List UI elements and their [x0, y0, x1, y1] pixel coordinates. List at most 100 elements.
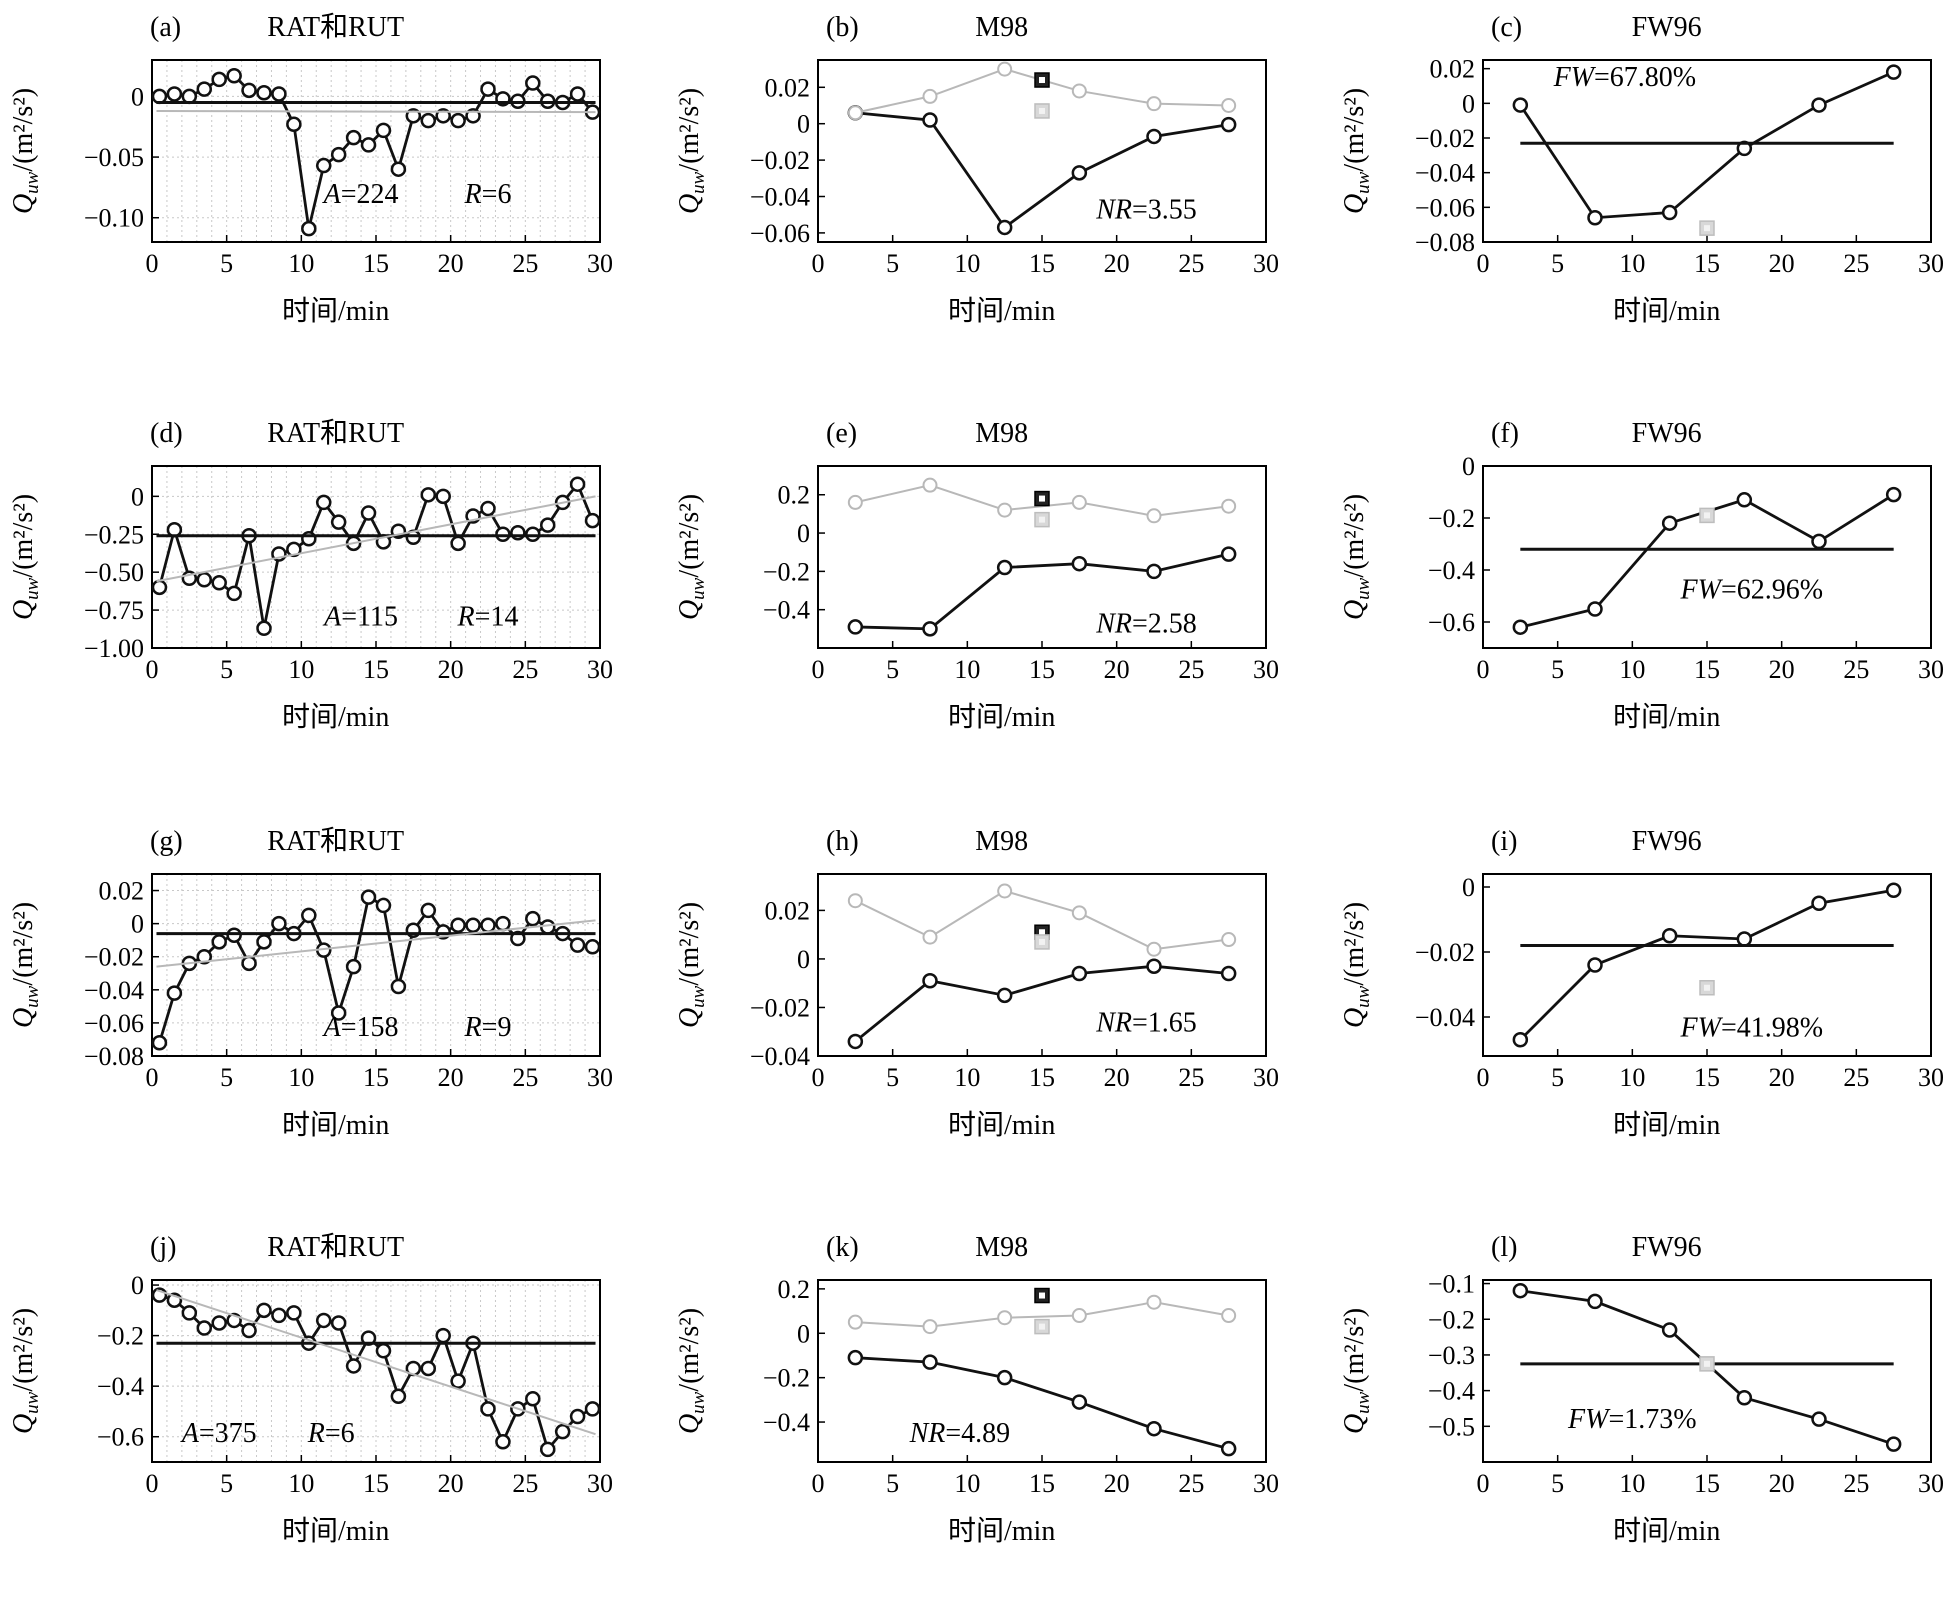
marker-core — [1039, 107, 1045, 114]
y-tick-label: −0.4 — [763, 1408, 810, 1437]
data-point — [360, 505, 377, 521]
y-tick-label: −1.00 — [84, 634, 144, 663]
data-point — [1661, 515, 1678, 531]
y-label-subscript: uw — [22, 577, 43, 600]
x-tick-label: 10 — [1619, 249, 1645, 278]
data-point — [465, 917, 481, 934]
y-tick-label: 0 — [131, 82, 144, 111]
reference-point — [1221, 932, 1237, 948]
x-tick-label: 10 — [954, 1469, 980, 1498]
marker-core — [1039, 516, 1045, 523]
data-point — [1661, 1322, 1678, 1338]
x-axis-label: 时间/min — [282, 701, 389, 733]
data-point — [996, 219, 1013, 236]
annotation-part: =375 — [199, 1418, 257, 1449]
data-point — [525, 75, 541, 91]
data-point — [301, 907, 317, 924]
data-point — [539, 517, 556, 533]
data-point — [1220, 965, 1237, 982]
reference-point — [922, 477, 938, 493]
data-point — [584, 939, 601, 955]
data-point — [569, 937, 586, 953]
y-tick-label: −0.02 — [750, 993, 810, 1022]
data-point — [286, 1305, 302, 1321]
x-tick-label: 0 — [1477, 249, 1490, 278]
annotation-part: =14 — [475, 601, 519, 632]
data-point — [480, 81, 496, 97]
panel-tag: (d) — [150, 418, 183, 449]
x-tick-label: 15 — [1029, 655, 1055, 684]
axes-frame — [817, 1279, 1267, 1463]
y-tick-label: −0.2 — [1428, 504, 1475, 533]
y-tick-label: −0.2 — [97, 1322, 144, 1351]
panel-title: RAT和RUT — [267, 825, 404, 857]
data-point — [1146, 128, 1162, 145]
data-point — [345, 1358, 362, 1374]
reference-point — [1071, 494, 1087, 510]
x-tick-label: 25 — [1843, 1469, 1869, 1498]
data-point — [196, 81, 213, 97]
data-point — [539, 919, 556, 935]
x-tick-label: 25 — [1843, 249, 1869, 278]
x-tick-label: 20 — [1104, 1469, 1130, 1498]
panel-title: M98 — [975, 1232, 1028, 1263]
annotation: R=14 — [457, 601, 519, 632]
panel-tag: (c) — [1491, 12, 1522, 43]
data-point — [256, 1302, 272, 1319]
y-tick-label: 0 — [131, 482, 144, 511]
panel-title: RAT和RUT — [267, 11, 404, 43]
y-axis-label: Quw/(m²/s²) — [1339, 902, 1374, 1028]
x-tick-label: 20 — [438, 655, 464, 684]
data-point — [390, 978, 407, 995]
x-tick-label: 15 — [1029, 249, 1055, 278]
x-tick-label: 30 — [1918, 249, 1944, 278]
data-point — [1220, 116, 1237, 133]
data-point — [922, 112, 938, 128]
data-point — [435, 1327, 451, 1344]
x-tick-label: 0 — [146, 655, 159, 684]
x-axis-label: 时间/min — [948, 295, 1055, 327]
annotation: NR=1.65 — [1095, 1008, 1197, 1039]
data-point — [330, 514, 347, 530]
reference-point — [1146, 1294, 1162, 1310]
data-point — [1811, 97, 1827, 113]
y-axis-label: Quw/(m²/s²) — [8, 494, 43, 620]
reference-point — [847, 893, 863, 909]
annotation: FW=41.98% — [1680, 1013, 1824, 1044]
x-tick-label: 15 — [1694, 1063, 1720, 1092]
chart-panel-3: 0 5 10 15 20 25 30 0 −0.25 −0.50 −0.75 −1.00 (d) RAT和… — [8, 417, 613, 733]
y-axis-label: Quw/(m²/s²) — [674, 88, 709, 214]
y-tick-label: −0.4 — [1428, 1377, 1475, 1406]
panel-title: FW96 — [1632, 1232, 1702, 1263]
x-tick-label: 30 — [587, 1063, 613, 1092]
x-tick-label: 10 — [288, 1063, 314, 1092]
annotation: R=9 — [464, 1012, 512, 1043]
panel-title: FW96 — [1632, 418, 1702, 449]
y-label-subscript: uw — [688, 171, 709, 194]
data-point — [525, 526, 541, 542]
data-point — [1512, 1032, 1529, 1048]
panel-tag: (k) — [826, 1232, 859, 1263]
data-point — [480, 1401, 496, 1417]
grid — [152, 466, 600, 649]
y-tick-label: −0.04 — [1415, 1003, 1475, 1032]
x-tick-label: 30 — [587, 1469, 613, 1498]
y-tick-label: −0.5 — [1428, 1412, 1475, 1441]
x-axis-label: 时间/min — [282, 1109, 389, 1141]
annotation: NR=2.58 — [1095, 609, 1197, 640]
x-tick-label: 25 — [1843, 1063, 1869, 1092]
y-label-unit: /(m²/s²) — [1339, 1308, 1370, 1392]
data-point — [315, 494, 332, 511]
y-label-subscript: uw — [22, 171, 43, 194]
chart-panel-2: 0 5 10 15 20 25 30 0.02 0 −0.02 −0.04 −0.06 −0.08 (c)… — [1339, 12, 1944, 327]
y-tick-label: −0.02 — [750, 146, 810, 175]
annotation-part: =1.73% — [1608, 1404, 1696, 1435]
annotation-part: =224 — [341, 179, 399, 210]
annotation-part: =3.55 — [1132, 194, 1197, 225]
x-tick-label: 20 — [1769, 1469, 1795, 1498]
y-tick-label: −0.05 — [84, 143, 144, 172]
y-label-subscript: uw — [1353, 577, 1374, 600]
data-point — [922, 973, 938, 989]
annotation-part: A — [322, 179, 342, 210]
x-tick-label: 0 — [1477, 655, 1490, 684]
